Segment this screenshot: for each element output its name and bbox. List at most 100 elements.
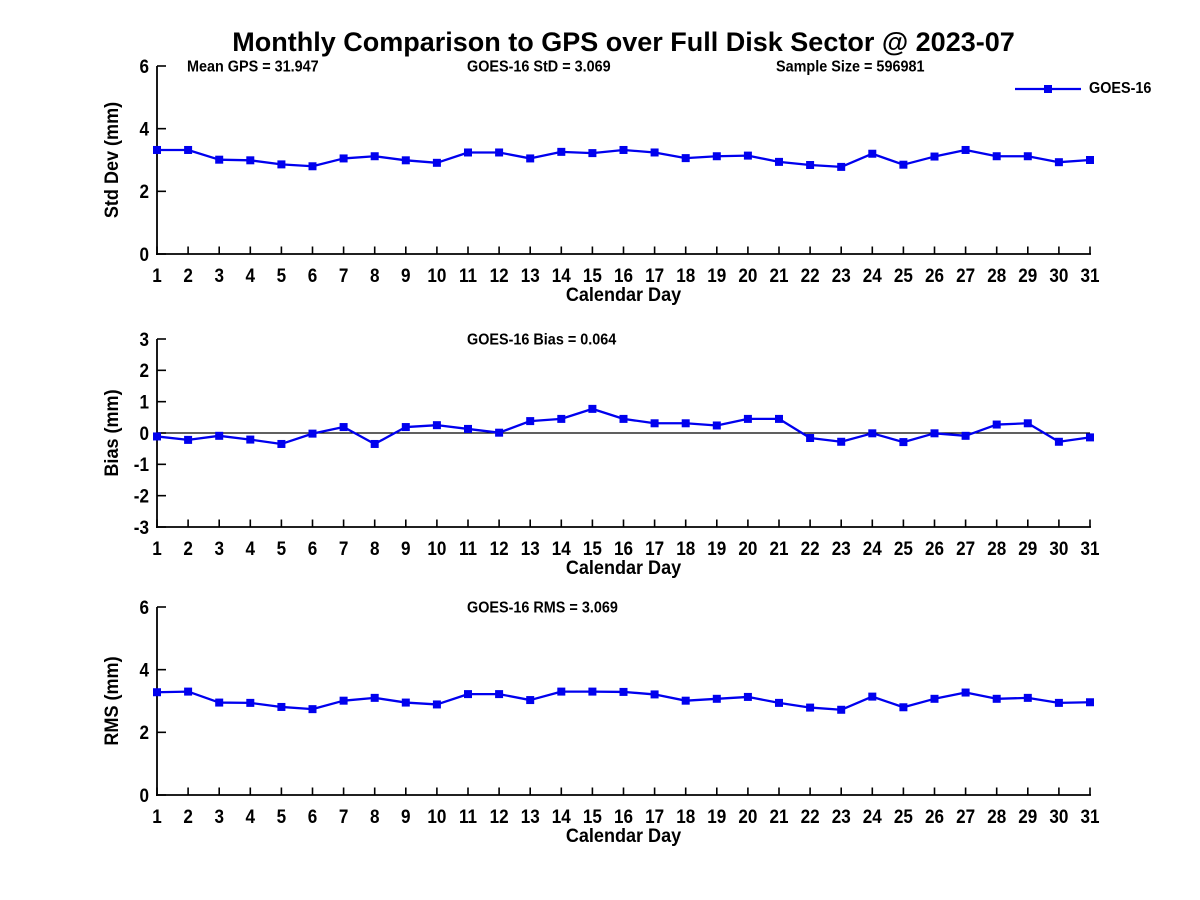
- data-point-marker: [277, 702, 286, 711]
- data-point-marker: [681, 696, 690, 705]
- y-axis-title: Std Dev (mm): [101, 102, 123, 218]
- x-tick-label: 11: [459, 538, 477, 559]
- data-point-marker: [1086, 433, 1094, 442]
- data-point-marker: [215, 431, 224, 440]
- data-point-marker: [1023, 419, 1032, 428]
- data-point-marker: [775, 414, 783, 423]
- data-point-marker: [1023, 693, 1032, 702]
- data-point-marker: [1054, 698, 1063, 707]
- y-tick-label: 4: [139, 660, 149, 681]
- x-tick-label: 9: [401, 806, 411, 827]
- x-tick-label: 10: [427, 806, 446, 827]
- legend-line-sample: [1015, 85, 1081, 93]
- chart-annotation: Mean GPS = 31.947: [187, 58, 319, 76]
- x-tick-label: 10: [427, 538, 446, 559]
- x-tick-label: 20: [738, 538, 757, 559]
- x-tick-label: 30: [1049, 265, 1068, 286]
- x-tick-label: 1: [152, 806, 162, 827]
- x-tick-label: 21: [769, 265, 788, 286]
- y-tick-label: 6: [139, 597, 149, 618]
- x-tick-label: 13: [521, 806, 540, 827]
- x-tick-label: 2: [183, 265, 193, 286]
- data-point-marker: [464, 690, 472, 699]
- x-tick-label: 13: [521, 538, 540, 559]
- data-point-marker: [339, 423, 348, 432]
- x-tick-label: 26: [925, 538, 944, 559]
- figure-title: Monthly Comparison to GPS over Full Disk…: [232, 27, 1015, 57]
- x-tick-label: 5: [277, 538, 287, 559]
- x-tick-label: 11: [459, 265, 477, 286]
- x-tick-label: 25: [894, 806, 913, 827]
- y-tick-label: 0: [139, 423, 149, 444]
- data-point-marker: [650, 148, 659, 157]
- data-point-marker: [246, 156, 255, 165]
- x-tick-label: 3: [214, 265, 224, 286]
- x-axis-title: Calendar Day: [566, 557, 682, 579]
- x-tick-label: 6: [308, 806, 318, 827]
- x-tick-label: 31: [1080, 538, 1099, 559]
- chart-annotation: GOES-16 RMS = 3.069: [467, 599, 618, 617]
- data-point-marker: [557, 414, 566, 423]
- x-tick-label: 15: [583, 538, 602, 559]
- data-point-marker: [743, 414, 752, 423]
- data-point-marker: [464, 148, 472, 157]
- data-point-marker: [215, 155, 224, 164]
- data-point-marker: [184, 145, 193, 154]
- data-point-marker: [619, 145, 628, 154]
- x-tick-label: 26: [925, 265, 944, 286]
- x-tick-label: 27: [956, 806, 975, 827]
- x-tick-label: 28: [987, 806, 1006, 827]
- y-tick-label: -2: [134, 486, 149, 507]
- legend-marker-icon: [1044, 85, 1052, 93]
- data-point-marker: [650, 690, 659, 699]
- y-axis-title: Bias (mm): [101, 389, 123, 476]
- y-tick-label: 2: [139, 360, 149, 381]
- y-tick-label: 4: [139, 119, 149, 140]
- x-tick-label: 19: [707, 806, 726, 827]
- data-point-marker: [899, 703, 908, 712]
- data-point-marker: [184, 687, 193, 696]
- data-point-marker: [588, 687, 597, 696]
- data-point-marker: [1086, 156, 1094, 164]
- x-tick-label: 27: [956, 538, 975, 559]
- x-axis-title: Calendar Day: [566, 284, 682, 306]
- x-tick-label: 7: [339, 265, 349, 286]
- chart-annotation: Sample Size = 596981: [776, 58, 925, 76]
- x-tick-label: 5: [277, 806, 287, 827]
- data-point-marker: [961, 431, 970, 440]
- data-line: [156, 407, 1091, 446]
- data-point-marker: [775, 698, 783, 707]
- x-tick-label: 4: [246, 538, 256, 559]
- data-point-marker: [495, 148, 504, 157]
- data-point-marker: [837, 705, 846, 714]
- x-tick-label: 10: [427, 265, 446, 286]
- x-tick-label: 18: [676, 538, 695, 559]
- data-point-marker: [526, 696, 535, 705]
- x-tick-label: 17: [645, 806, 664, 827]
- x-tick-label: 17: [645, 265, 664, 286]
- x-tick-label: 7: [339, 806, 349, 827]
- x-tick-label: 29: [1018, 538, 1037, 559]
- x-tick-label: 23: [832, 538, 851, 559]
- x-tick-label: 25: [894, 538, 913, 559]
- x-tick-label: 31: [1080, 806, 1099, 827]
- legend-label: GOES-16: [1089, 80, 1152, 97]
- chart-annotation: GOES-16 Bias = 0.064: [467, 331, 617, 349]
- data-point-marker: [401, 156, 410, 165]
- x-tick-label: 1: [152, 538, 162, 559]
- data-point-marker: [432, 700, 441, 709]
- data-point-marker: [930, 152, 939, 161]
- x-tick-label: 20: [738, 265, 757, 286]
- data-point-marker: [837, 162, 846, 171]
- data-point-marker: [930, 694, 939, 703]
- data-point-marker: [1023, 152, 1032, 161]
- x-tick-label: 22: [801, 806, 820, 827]
- data-point-marker: [868, 429, 877, 438]
- x-tick-label: 11: [459, 806, 477, 827]
- x-tick-label: 2: [183, 538, 193, 559]
- data-point-marker: [899, 160, 908, 169]
- y-tick-label: -3: [134, 517, 149, 538]
